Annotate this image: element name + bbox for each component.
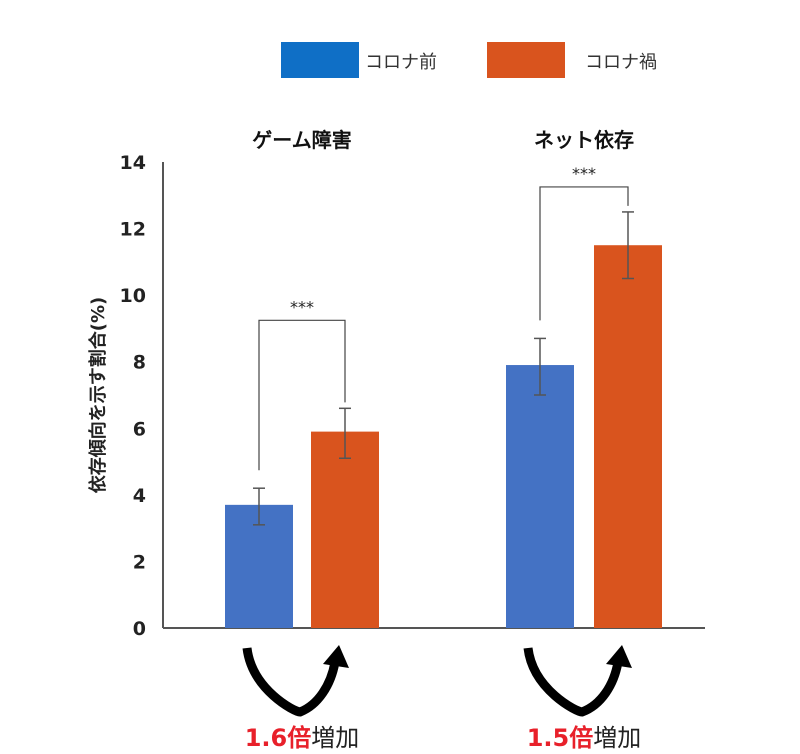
legend-label: コロナ禍 [585,52,657,73]
bar [594,245,662,628]
bar [311,431,379,628]
significance-label: *** [572,164,596,183]
category-label: ゲーム障害 [252,128,351,152]
bar [506,365,574,628]
y-tick-label: 2 [133,551,146,573]
arrowhead-icon [323,645,349,668]
y-tick-label: 14 [120,152,146,174]
y-tick-label: 4 [133,485,146,507]
y-tick-label: 8 [133,352,146,374]
increase-annotation: 1.6倍増加 [245,724,360,752]
ratio-text: 1.6倍 [245,724,312,752]
arrowhead-icon [606,645,632,668]
legend-swatch [281,42,359,78]
y-tick-label: 6 [133,418,146,440]
significance-label: *** [290,297,314,316]
y-tick-label: 12 [120,219,146,241]
y-axis-label: 依存傾向を示す割合(%) [87,297,109,494]
increase-text: 増加 [311,724,359,752]
y-tick-label: 0 [133,618,146,640]
arrow-icon [523,647,623,717]
ratio-text: 1.5倍 [527,724,594,752]
increase-text: 増加 [593,724,641,752]
increase-annotation: 1.5倍増加 [527,724,642,752]
arrow-icon [242,647,340,717]
y-tick-label: 10 [120,285,146,307]
legend-swatch [487,42,565,78]
significance-bracket [258,319,346,471]
significance-bracket [539,186,629,321]
legend-label: コロナ前 [365,52,437,73]
category-label: ネット依存 [534,128,634,152]
